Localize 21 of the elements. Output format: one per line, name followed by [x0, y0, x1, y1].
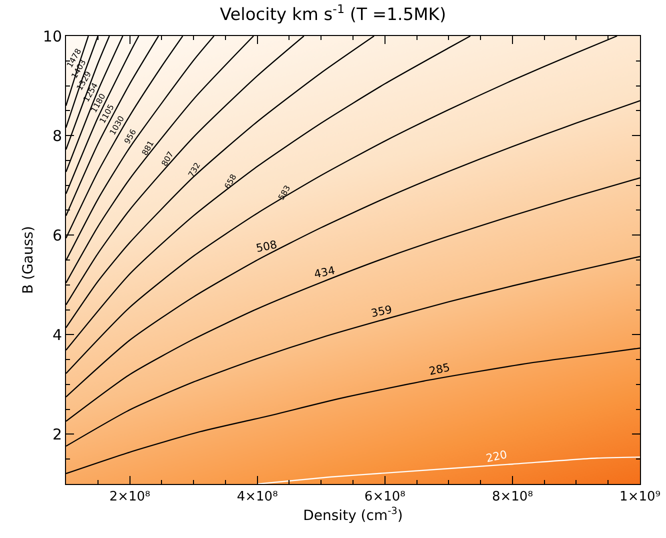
- text: 881: [140, 139, 156, 157]
- text: 434: [312, 264, 336, 281]
- x-tick-label: 2×10⁸: [109, 490, 150, 505]
- text: 285: [428, 360, 452, 378]
- text: 658: [222, 172, 238, 190]
- text: 359: [370, 302, 394, 320]
- x-tick-label: 6×10⁸: [364, 490, 406, 505]
- x-tick-label: 4×10⁸: [236, 490, 278, 505]
- x-tick-label: 8×10⁸: [492, 490, 533, 505]
- text: 220: [484, 448, 508, 466]
- y-tick-label: 8: [52, 126, 62, 145]
- text: 508: [254, 238, 278, 256]
- y-tick-label: 4: [52, 326, 62, 344]
- y-tick-label: 10: [42, 27, 62, 46]
- chart-title: Velocity km s$^{-1}$ (T =1.5MK): [220, 2, 446, 25]
- y-axis-title: B (Gauss): [20, 226, 37, 294]
- x-tick-label: 1×10⁹: [620, 490, 660, 505]
- y-tick-label: 6: [52, 226, 62, 244]
- text: 732: [186, 161, 202, 179]
- x-axis-title: Density (cm$^{-3}$): [303, 506, 403, 524]
- y-tick-label: 2: [52, 425, 62, 444]
